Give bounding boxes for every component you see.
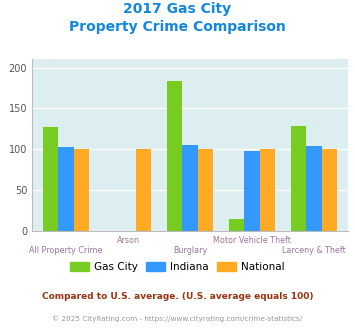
Bar [74, 149, 89, 231]
Text: 2017 Gas City: 2017 Gas City [124, 2, 231, 16]
Bar [136, 149, 151, 231]
Text: Arson: Arson [116, 236, 140, 245]
Bar [58, 147, 74, 231]
Bar [167, 82, 182, 231]
Legend: Gas City, Indiana, National: Gas City, Indiana, National [66, 258, 289, 276]
Text: All Property Crime: All Property Crime [29, 246, 103, 255]
Bar [43, 127, 58, 231]
Bar [229, 219, 244, 231]
Text: Motor Vehicle Theft: Motor Vehicle Theft [213, 236, 291, 245]
Bar [322, 149, 337, 231]
Bar [244, 151, 260, 231]
Bar [260, 149, 275, 231]
Text: Property Crime Comparison: Property Crime Comparison [69, 20, 286, 34]
Text: Compared to U.S. average. (U.S. average equals 100): Compared to U.S. average. (U.S. average … [42, 292, 313, 301]
Bar [182, 145, 198, 231]
Text: Burglary: Burglary [173, 246, 207, 255]
Bar [198, 149, 213, 231]
Text: © 2025 CityRating.com - https://www.cityrating.com/crime-statistics/: © 2025 CityRating.com - https://www.city… [53, 315, 302, 322]
Text: Larceny & Theft: Larceny & Theft [282, 246, 346, 255]
Bar [306, 146, 322, 231]
Bar [291, 126, 306, 231]
